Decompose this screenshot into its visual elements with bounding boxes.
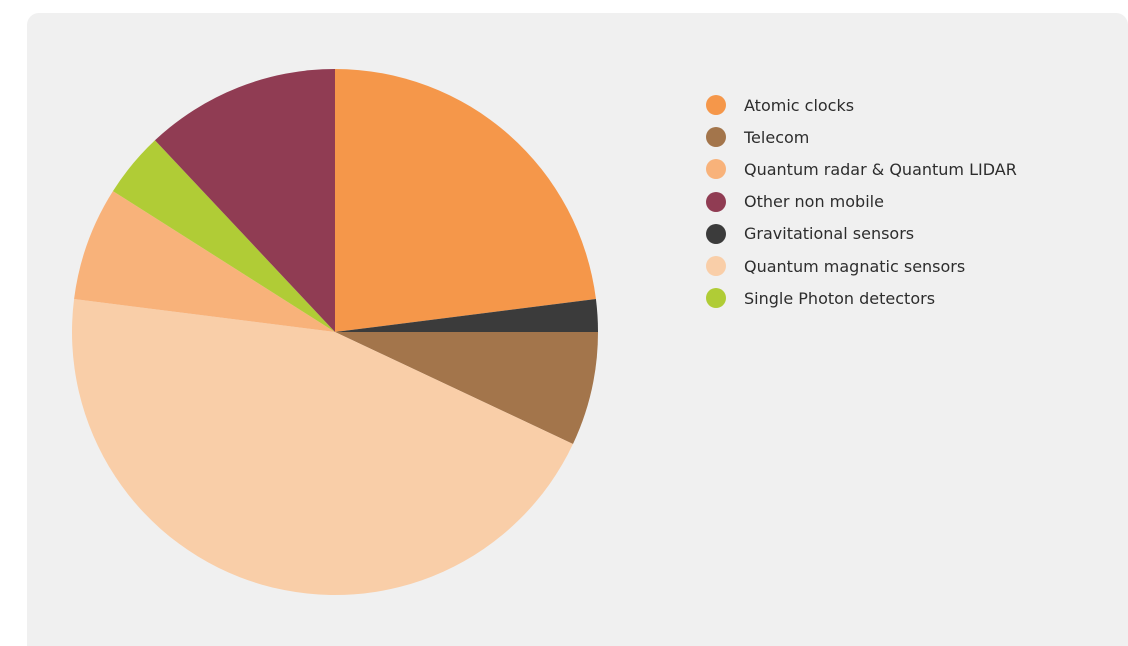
legend-item-other-non-mobile[interactable]: Other non mobile (706, 186, 1017, 218)
legend-item-telecom[interactable]: Telecom (706, 121, 1017, 153)
pie-slice-telecom[interactable] (335, 332, 599, 444)
legend-item-quantum-radar-lidar[interactable]: Quantum radar & Quantum LIDAR (706, 153, 1017, 185)
legend-label: Atomic clocks (744, 95, 855, 115)
legend-label: Telecom (744, 127, 810, 147)
pie-slice-atomic-clocks[interactable] (335, 69, 596, 332)
legend-swatch (706, 127, 726, 148)
chart-card: Atomic clocks Telecom Quantum radar & Qu… (27, 13, 1128, 646)
legend-item-single-photon-detectors[interactable]: Single Photon detectors (706, 282, 1017, 314)
legend: Atomic clocks Telecom Quantum radar & Qu… (706, 89, 1017, 314)
pie-slice-gravitational-sensors[interactable] (335, 299, 598, 332)
pie-slices (71, 69, 599, 596)
legend-swatch (706, 191, 726, 212)
legend-swatch (706, 223, 726, 244)
legend-swatch (706, 288, 726, 309)
legend-label: Quantum radar & Quantum LIDAR (744, 159, 1017, 179)
legend-label: Other non mobile (744, 192, 884, 212)
legend-swatch (706, 95, 726, 116)
legend-item-quantum-magnatic-sensors[interactable]: Quantum magnatic sensors (706, 250, 1017, 282)
legend-swatch (706, 159, 726, 180)
pie-slice-single-photon-detectors[interactable] (112, 140, 335, 332)
legend-item-gravitational-sensors[interactable]: Gravitational sensors (706, 218, 1017, 250)
legend-label: Quantum magnatic sensors (744, 256, 966, 276)
legend-item-atomic-clocks[interactable]: Atomic clocks (706, 89, 1017, 121)
pie-slice-quantum-radar-quantum-lidar[interactable] (74, 191, 335, 332)
legend-swatch (706, 256, 726, 277)
pie-slice-other-non-mobile[interactable] (154, 69, 335, 332)
legend-label: Gravitational sensors (744, 224, 915, 244)
legend-label: Single Photon detectors (744, 288, 936, 308)
pie-slice-quantum-magnatic-sensors[interactable] (71, 299, 573, 596)
pie-chart (71, 69, 599, 596)
